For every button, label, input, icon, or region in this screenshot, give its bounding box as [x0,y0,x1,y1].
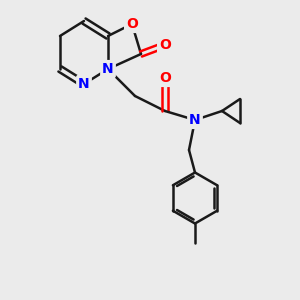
Text: N: N [189,113,201,127]
Text: O: O [159,71,171,85]
Text: O: O [159,38,171,52]
Text: O: O [126,17,138,31]
Text: N: N [102,62,114,76]
Text: N: N [78,77,90,91]
